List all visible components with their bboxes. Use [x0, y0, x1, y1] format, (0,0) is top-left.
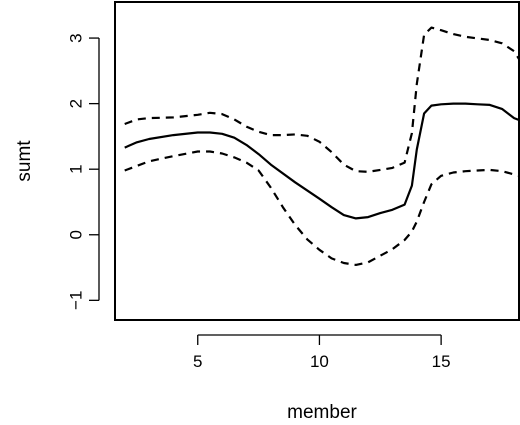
x-tick-label: 5: [193, 352, 202, 371]
y-tick-label: 1: [67, 164, 86, 173]
x-axis-title: member: [287, 402, 357, 423]
y-tick-label: 0: [67, 230, 86, 239]
fitted-line: [124, 102, 520, 220]
lower-band-line: [124, 150, 520, 266]
upper-band-line: [124, 26, 520, 173]
y-axis-title: sumt: [14, 140, 35, 182]
y-tick-label: 3: [67, 33, 86, 42]
y-tick-label: 2: [67, 99, 86, 108]
x-tick-label: 10: [310, 352, 329, 371]
plot-frame: [114, 1, 520, 321]
y-tick-label: −1: [67, 291, 86, 310]
x-tick-label: 15: [432, 352, 451, 371]
